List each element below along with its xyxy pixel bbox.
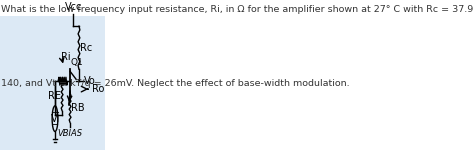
Text: Vi: Vi [50, 114, 60, 124]
Text: +: + [51, 108, 59, 118]
Text: Rc: Rc [80, 43, 92, 53]
Text: What is the low frequency input resistance, Ri, in Ω for the amplifier shown at : What is the low frequency input resistan… [0, 5, 474, 14]
Text: RE: RE [48, 91, 61, 101]
FancyBboxPatch shape [0, 2, 105, 16]
FancyBboxPatch shape [0, 2, 51, 150]
Text: RB: RB [72, 103, 85, 113]
Text: VBIAS: VBIAS [57, 129, 82, 138]
Text: 140, and Vt = kT/q = 26mV. Neglect the effect of base-width modulation.: 140, and Vt = kT/q = 26mV. Neglect the e… [0, 79, 349, 88]
FancyBboxPatch shape [51, 2, 105, 150]
Text: Q1: Q1 [71, 58, 83, 67]
Text: Ro: Ro [92, 84, 104, 94]
Text: Ri: Ri [62, 52, 71, 61]
Text: −: − [51, 120, 59, 130]
Text: Vcc: Vcc [64, 2, 82, 12]
Text: Vo: Vo [84, 76, 96, 86]
